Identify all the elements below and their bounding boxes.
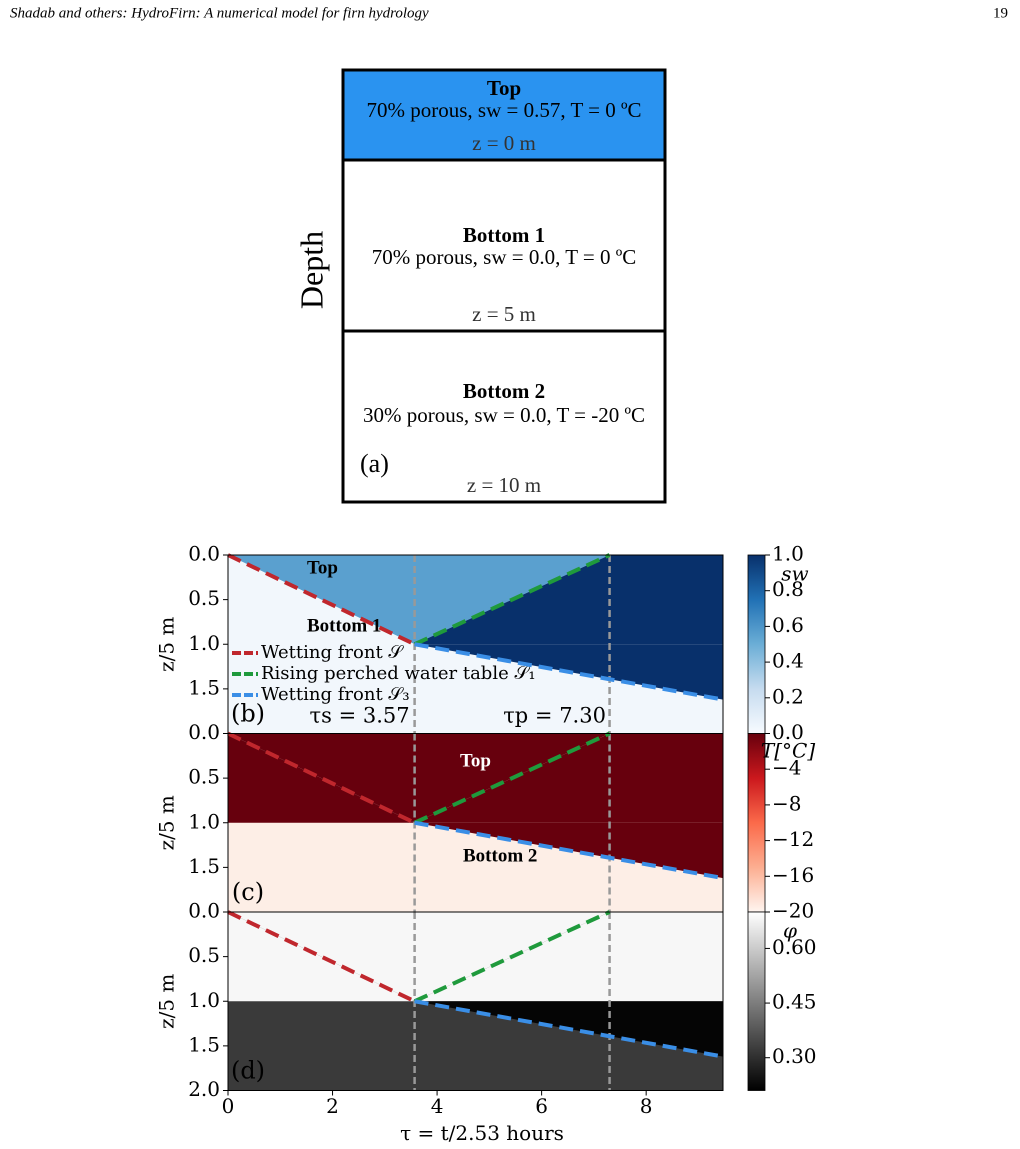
layer-depth: z = 5 m (472, 302, 536, 326)
colorbar-tick-label: −16 (772, 863, 814, 887)
colorbar-tick-label: 0.60 (772, 935, 817, 959)
layer-box (341, 158, 667, 333)
layer-annotation: Bottom 1 (307, 615, 381, 636)
y-tick-label: 0.5 (188, 765, 220, 789)
running-header: Shadab and others: HydroFirn: A numerica… (10, 5, 429, 21)
legend-label: Wetting front 𝒮 (261, 642, 404, 663)
front-line (413, 731, 611, 825)
legend-label: Wetting front 𝒮₃ (261, 684, 410, 705)
y-tick-label: 1.5 (188, 1032, 220, 1056)
region-fill (228, 733, 610, 823)
page-number: 19 (993, 5, 1008, 21)
colorbar-label: T[°C] (761, 739, 815, 763)
layer-annotation: Top (460, 750, 491, 771)
x-tick-label: 8 (640, 1094, 653, 1118)
layer-description: 70% porous, sw = 0.57, T = 0 ºC (366, 98, 641, 122)
panel-label: (d) (231, 1057, 265, 1085)
time-label: τp = 7.30 (503, 704, 606, 728)
panel-label: (c) (232, 878, 264, 906)
x-axis-label: τ = t/2.53 hours (400, 1121, 564, 1145)
y-tick-label: 0.5 (188, 943, 220, 967)
colorbar-tick-label: −20 (772, 899, 814, 923)
y-axis-label: z/5 m (155, 617, 179, 672)
y-axis-label: z/5 m (155, 974, 179, 1029)
layer-description: 30% porous, sw = 0.0, T = -20 ºC (363, 403, 645, 427)
region-fill (414, 555, 723, 645)
depth-label: Depth (293, 231, 329, 309)
y-tick-label: 1.0 (188, 631, 220, 655)
colorbar-tick-label: 0.2 (772, 684, 804, 708)
y-tick-label: 1.5 (188, 854, 220, 878)
front-line (414, 820, 724, 881)
legend-label: Rising perched water table 𝒮₁ (261, 663, 536, 684)
front-line (227, 553, 416, 647)
y-tick-label: 1.0 (188, 809, 220, 833)
panel-label: (a) (360, 449, 389, 478)
colorbar-tick-label: −4 (772, 756, 801, 780)
x-tick-label: 6 (535, 1094, 548, 1118)
x-tick-label: 2 (326, 1094, 339, 1118)
y-tick-label: 0.0 (188, 720, 220, 744)
y-tick-label: 2.0 (188, 1077, 220, 1101)
front-line (414, 999, 724, 1059)
layer-name: Bottom 1 (463, 223, 545, 247)
front-line (414, 642, 724, 702)
layer-box (341, 68, 667, 162)
layer-box (341, 329, 667, 504)
colorbar-label: φ (783, 919, 797, 943)
colorbar-tick-label: −12 (772, 827, 814, 851)
layer-name: Bottom 2 (463, 379, 545, 403)
colorbar-tick-label: 0.4 (772, 649, 804, 673)
front-line (227, 910, 416, 1004)
layer-description: 70% porous, sw = 0.0, T = 0 ºC (372, 245, 637, 269)
layer-annotation: Top (307, 557, 338, 578)
layer-depth: z = 10 m (467, 473, 541, 497)
colorbar-tick-label: 0.45 (772, 990, 817, 1014)
time-label: τs = 3.57 (310, 704, 410, 728)
colorbar-tick-label: 0.6 (772, 613, 804, 637)
y-axis-label: z/5 m (155, 795, 179, 850)
colorbar-tick-label: 0.0 (772, 720, 804, 744)
y-tick-label: 0.0 (188, 899, 220, 923)
region-fill (228, 912, 610, 1002)
layer-name: Top (487, 76, 521, 100)
colorbar-tick-label: −8 (772, 791, 801, 815)
y-tick-label: 1.0 (188, 988, 220, 1012)
layer-depth: z = 0 m (472, 131, 536, 155)
y-tick-label: 0.5 (188, 586, 220, 610)
colorbar-tick-label: 0.8 (772, 577, 804, 601)
colorbar-tick-label: 1.0 (772, 542, 804, 566)
x-tick-label: 4 (431, 1094, 444, 1118)
front-line (413, 553, 611, 647)
front-line (413, 910, 611, 1004)
x-tick-label: 0 (222, 1094, 235, 1118)
colorbar (747, 554, 766, 734)
region-fill (414, 912, 723, 1002)
panel-label: (b) (231, 700, 265, 728)
colorbar-tick-label: 0.30 (772, 1044, 817, 1068)
front-line (227, 731, 416, 825)
colorbar (747, 911, 766, 1091)
layer-annotation: Bottom 2 (463, 845, 537, 866)
region-fill (228, 555, 610, 645)
y-tick-label: 0.0 (188, 542, 220, 566)
y-tick-label: 1.5 (188, 675, 220, 699)
region-fill (414, 733, 723, 823)
colorbar-label: sw (781, 562, 808, 586)
